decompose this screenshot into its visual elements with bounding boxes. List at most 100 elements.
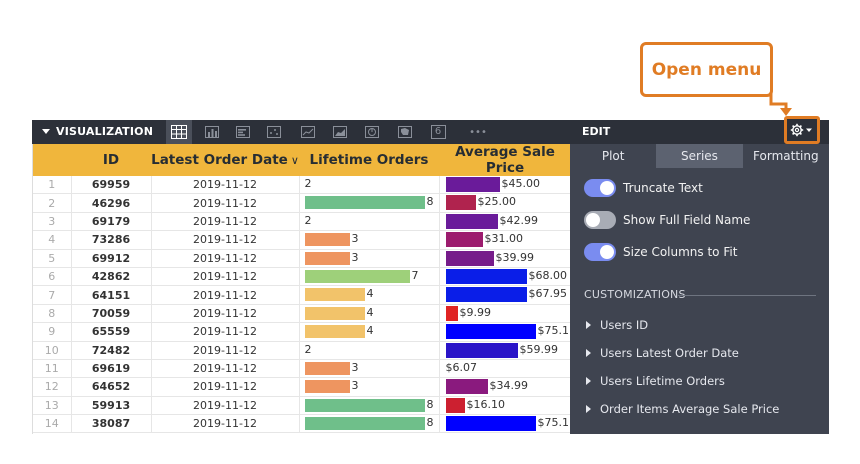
pie-chart-icon[interactable] <box>362 123 382 141</box>
price-value: $42.99 <box>499 213 539 227</box>
orders-bar <box>304 417 425 431</box>
tab-series[interactable]: Series <box>656 144 743 168</box>
cell-date: 2019-11-12 <box>151 396 300 416</box>
orders-value: 8 <box>426 416 434 430</box>
column-header-id[interactable]: ID <box>71 144 151 176</box>
orders-value: 3 <box>351 379 359 393</box>
data-table: ID Latest Order Date ∨ Lifetime Orders Av… <box>32 144 571 434</box>
edit-panel-title: EDIT <box>582 125 611 138</box>
cell-id: 70059 <box>71 304 152 324</box>
row-number: 5 <box>33 249 72 268</box>
orders-bar <box>304 196 425 210</box>
cell-date: 2019-11-12 <box>151 304 300 324</box>
cell-lifetime-orders: 3 <box>299 249 440 268</box>
cell-average-sale-price: $59.99 <box>439 341 571 360</box>
price-value: $31.00 <box>484 232 524 246</box>
cell-average-sale-price: $45.00 <box>439 176 571 195</box>
tab-plot[interactable]: Plot <box>601 149 625 163</box>
table-header-row: ID Latest Order Date ∨ Lifetime Orders Av… <box>33 144 571 176</box>
orders-value: 7 <box>411 268 419 282</box>
expand-triangle-icon <box>586 349 591 357</box>
price-bar <box>445 416 536 432</box>
row-number: 8 <box>33 304 72 324</box>
table-row: 13 59913 2019-11-12 8 $16.10 <box>33 396 571 416</box>
collapse-caret-icon[interactable] <box>42 129 50 134</box>
table-row: 10 72482 2019-11-12 2 $59.99 <box>33 341 571 360</box>
gear-icon <box>790 123 812 137</box>
table-row: 12 64652 2019-11-12 3 $34.99 <box>33 377 571 397</box>
cell-lifetime-orders: 3 <box>299 359 440 379</box>
price-bar <box>445 305 458 321</box>
table-row: 7 64151 2019-11-12 4 $67.95 <box>33 285 571 305</box>
customization-users-id[interactable]: Users ID <box>586 318 648 332</box>
row-number: 14 <box>33 414 72 434</box>
column-header-average-sale-price[interactable]: Average Sale Price <box>439 144 571 176</box>
orders-bar <box>304 233 350 247</box>
cell-average-sale-price: $42.99 <box>439 212 571 232</box>
expand-triangle-icon <box>586 405 591 413</box>
row-number: 2 <box>33 193 72 213</box>
orders-bar <box>304 251 350 265</box>
cell-date: 2019-11-12 <box>151 414 300 434</box>
truncate-text-row: Truncate Text <box>584 178 703 198</box>
size-columns-label: Size Columns to Fit <box>623 245 738 259</box>
cell-id: 73286 <box>71 230 152 250</box>
price-bar <box>445 177 500 192</box>
cell-lifetime-orders: 8 <box>299 193 440 213</box>
cell-average-sale-price: $67.95 <box>439 285 571 305</box>
cell-id: 69959 <box>71 176 152 195</box>
show-full-field-name-toggle[interactable] <box>584 211 616 229</box>
price-bar <box>445 379 488 395</box>
cell-lifetime-orders: 4 <box>299 304 440 324</box>
row-number: 11 <box>33 359 72 379</box>
sort-desc-icon[interactable]: ∨ <box>290 154 299 167</box>
map-icon[interactable] <box>395 123 415 141</box>
edit-tabs: Plot Series Formatting <box>570 144 829 168</box>
truncate-text-toggle[interactable] <box>584 179 616 197</box>
column-header-latest-order-date[interactable]: Latest Order Date ∨ <box>151 144 299 176</box>
orders-bar <box>304 361 350 375</box>
cell-average-sale-price: $6.07 <box>439 359 571 379</box>
scatter-chart-icon[interactable] <box>264 123 284 141</box>
cell-average-sale-price: $31.00 <box>439 230 571 250</box>
row-number: 6 <box>33 267 72 287</box>
price-value: $75.11 <box>537 416 572 430</box>
bar-chart-icon[interactable] <box>233 123 253 141</box>
size-columns-toggle[interactable] <box>584 243 616 261</box>
orders-value: 8 <box>426 397 434 411</box>
orders-bar <box>304 325 365 339</box>
orders-value: 3 <box>351 232 359 246</box>
cell-id: 42862 <box>71 267 152 287</box>
more-options-icon[interactable]: ••• <box>469 126 487 138</box>
customizations-heading: CUSTOMIZATIONS <box>584 288 686 301</box>
column-header-lifetime-orders[interactable]: Lifetime Orders <box>299 144 439 176</box>
cell-date: 2019-11-12 <box>151 285 300 305</box>
line-chart-icon[interactable] <box>298 123 318 141</box>
price-bar <box>445 397 465 413</box>
cell-id: 69179 <box>71 212 152 232</box>
show-full-field-name-label: Show Full Field Name <box>623 213 751 227</box>
column-chart-icon[interactable] <box>202 123 222 141</box>
tab-formatting[interactable]: Formatting <box>753 149 819 163</box>
gear-menu-button[interactable] <box>784 116 820 144</box>
price-value: $9.99 <box>459 305 492 319</box>
area-chart-icon[interactable] <box>330 123 350 141</box>
customization-users-latest-order-date[interactable]: Users Latest Order Date <box>586 346 739 360</box>
cell-average-sale-price: $34.99 <box>439 377 571 397</box>
orders-value: 4 <box>366 287 374 301</box>
table-row: 1 69959 2019-11-12 2 $45.00 <box>33 176 571 195</box>
open-menu-callout: Open menu <box>640 42 773 97</box>
size-columns-row: Size Columns to Fit <box>584 242 737 262</box>
orders-value: 2 <box>304 177 312 190</box>
cell-lifetime-orders: 3 <box>299 377 440 397</box>
single-value-icon[interactable]: 6 <box>428 123 448 141</box>
table-viz-icon[interactable] <box>166 120 192 144</box>
customization-order-items-average-sale-price[interactable]: Order Items Average Sale Price <box>586 402 779 416</box>
price-bar <box>445 268 527 284</box>
column-header-id-label: ID <box>102 152 120 168</box>
row-number: 4 <box>33 230 72 250</box>
customization-users-lifetime-orders[interactable]: Users Lifetime Orders <box>586 374 725 388</box>
cell-id: 46296 <box>71 193 152 213</box>
orders-bar <box>304 398 425 412</box>
callout-label: Open menu <box>651 59 762 80</box>
